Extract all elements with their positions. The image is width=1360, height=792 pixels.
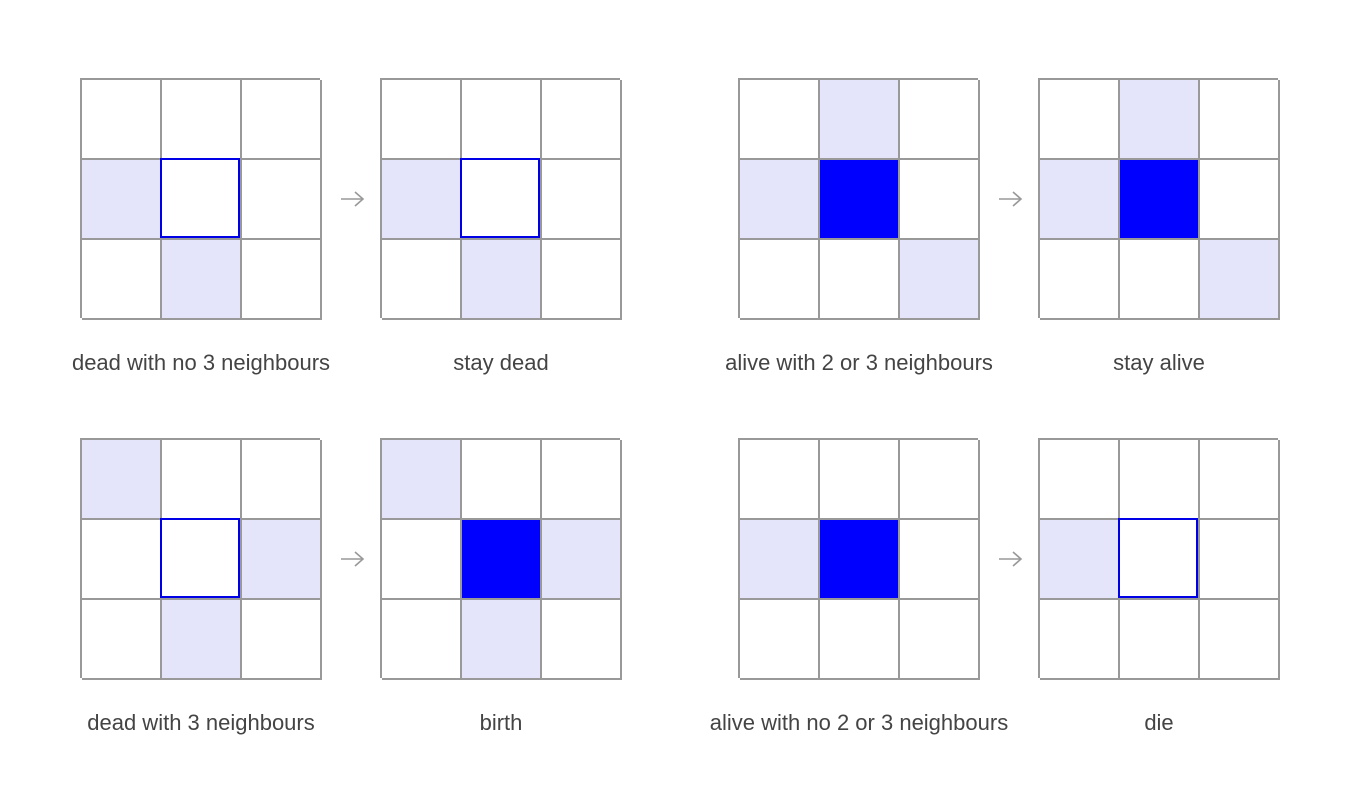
neighbour-cell (1040, 160, 1120, 240)
right-arrow-icon (999, 551, 1023, 567)
grid-before (80, 438, 322, 680)
neighbour-cell (1200, 240, 1280, 320)
dead-center-cell (460, 158, 542, 240)
dead-center-cell (1118, 518, 1200, 600)
empty-cell (740, 80, 820, 160)
empty-cell (542, 160, 622, 240)
empty-cell (1120, 600, 1200, 680)
dead-center-cell (160, 158, 242, 240)
neighbour-cell (462, 240, 542, 320)
neighbour-cell (82, 440, 162, 520)
neighbour-cell (1120, 80, 1200, 160)
empty-cell (382, 600, 462, 680)
empty-cell (740, 440, 820, 520)
alive-cell (1120, 160, 1200, 240)
empty-cell (1120, 240, 1200, 320)
empty-cell (82, 600, 162, 680)
empty-cell (542, 600, 622, 680)
empty-cell (162, 440, 242, 520)
empty-cell (242, 160, 322, 240)
right-arrow-icon (341, 551, 365, 567)
grid-after (1038, 78, 1280, 320)
right-arrow-icon (341, 191, 365, 207)
dead-center-cell (160, 518, 242, 600)
empty-cell (900, 600, 980, 680)
empty-cell (382, 520, 462, 600)
empty-cell (462, 440, 542, 520)
empty-cell (242, 600, 322, 680)
rule-before-label: dead with no 3 neighbours (71, 350, 331, 375)
empty-cell (242, 440, 322, 520)
neighbour-cell (820, 80, 900, 160)
empty-cell (542, 440, 622, 520)
empty-cell (1040, 80, 1120, 160)
neighbour-cell (900, 240, 980, 320)
neighbour-cell (542, 520, 622, 600)
empty-cell (462, 80, 542, 160)
neighbour-cell (82, 160, 162, 240)
empty-cell (1200, 600, 1280, 680)
empty-cell (542, 240, 622, 320)
neighbour-cell (382, 440, 462, 520)
grid-after (380, 78, 622, 320)
empty-cell (382, 240, 462, 320)
empty-cell (900, 440, 980, 520)
neighbour-cell (242, 520, 322, 600)
rule-before-label: alive with no 2 or 3 neighbours (709, 710, 1009, 735)
empty-cell (162, 80, 242, 160)
rule-after-label: stay alive (1113, 350, 1205, 375)
grid-before (738, 438, 980, 680)
empty-cell (1200, 80, 1280, 160)
empty-cell (740, 600, 820, 680)
grid-before (738, 78, 980, 320)
rule-before-label: alive with 2 or 3 neighbours (725, 350, 993, 375)
rule-after-label: stay dead (453, 350, 549, 375)
neighbour-cell (462, 600, 542, 680)
empty-cell (900, 80, 980, 160)
empty-cell (1200, 440, 1280, 520)
empty-cell (242, 240, 322, 320)
empty-cell (820, 440, 900, 520)
neighbour-cell (162, 600, 242, 680)
empty-cell (1040, 440, 1120, 520)
neighbour-cell (1040, 520, 1120, 600)
grid-before (80, 78, 322, 320)
empty-cell (382, 80, 462, 160)
empty-cell (1120, 440, 1200, 520)
neighbour-cell (740, 160, 820, 240)
neighbour-cell (162, 240, 242, 320)
empty-cell (900, 160, 980, 240)
empty-cell (82, 80, 162, 160)
empty-cell (1040, 600, 1120, 680)
empty-cell (542, 80, 622, 160)
right-arrow-icon (999, 191, 1023, 207)
empty-cell (1200, 520, 1280, 600)
empty-cell (1200, 160, 1280, 240)
alive-cell (820, 160, 900, 240)
empty-cell (900, 520, 980, 600)
alive-cell (462, 520, 542, 600)
rule-after-label: birth (479, 710, 523, 735)
grid-after (1038, 438, 1280, 680)
alive-cell (820, 520, 900, 600)
rule-after-label: die (1144, 710, 1174, 735)
empty-cell (82, 520, 162, 600)
empty-cell (82, 240, 162, 320)
empty-cell (242, 80, 322, 160)
neighbour-cell (740, 520, 820, 600)
empty-cell (820, 240, 900, 320)
neighbour-cell (382, 160, 462, 240)
grid-after (380, 438, 622, 680)
empty-cell (740, 240, 820, 320)
empty-cell (820, 600, 900, 680)
empty-cell (1040, 240, 1120, 320)
rule-before-label: dead with 3 neighbours (87, 710, 315, 735)
